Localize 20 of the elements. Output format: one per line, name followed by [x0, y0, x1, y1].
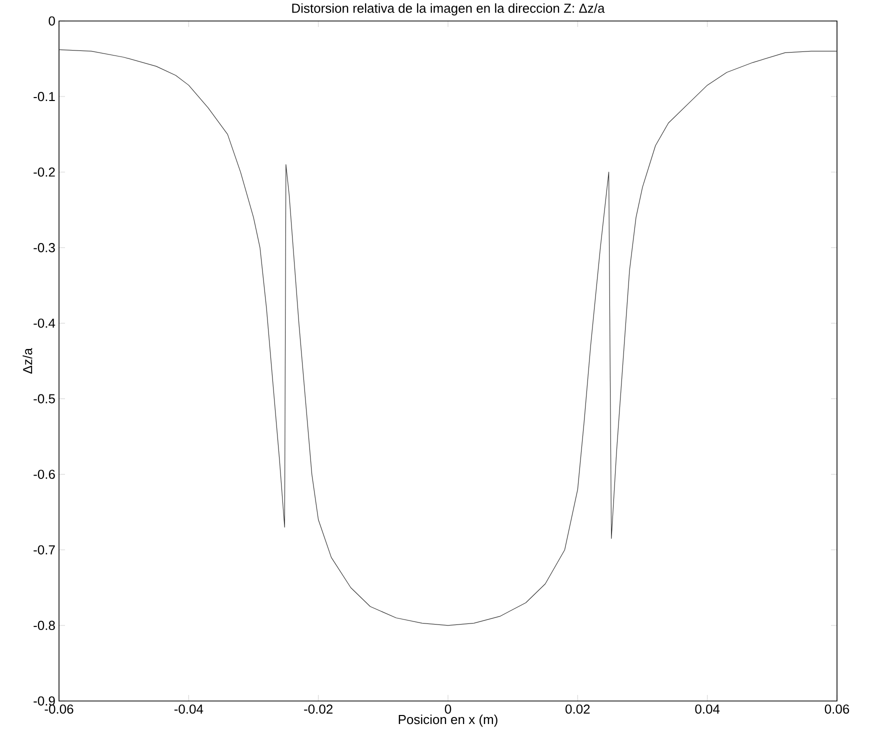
y-tick-label: -0.3 [34, 243, 55, 252]
x-tick-label: 0 [444, 704, 452, 714]
x-tick-label: -0.02 [304, 704, 332, 714]
x-tick-label: 0.06 [824, 704, 850, 714]
x-tick-label: 0.04 [695, 704, 720, 714]
chart-title: Distorsion relativa de la imagen en la direccion Z: Δz/a [292, 3, 605, 16]
y-tick-label: -0.5 [34, 394, 55, 404]
y-tick-label: -0.8 [34, 620, 55, 630]
x-axis-title: Posicion en x (m) [398, 714, 498, 727]
y-tick-label: -0.7 [34, 545, 55, 554]
y-tick-label: -0.4 [34, 318, 56, 328]
y-tick-label: -0.2 [34, 167, 55, 177]
x-tick-label: -0.04 [174, 704, 204, 714]
y-axis-title: Δz/a [22, 348, 32, 374]
y-tick-label: -0.9 [34, 696, 55, 706]
x-tick-label: 0.02 [566, 704, 590, 714]
x-tick-label: -0.06 [44, 704, 74, 714]
y-tick-label: 0 [48, 16, 55, 26]
y-tick-label: -0.6 [34, 470, 55, 479]
y-tick-label: -0.1 [34, 92, 55, 102]
